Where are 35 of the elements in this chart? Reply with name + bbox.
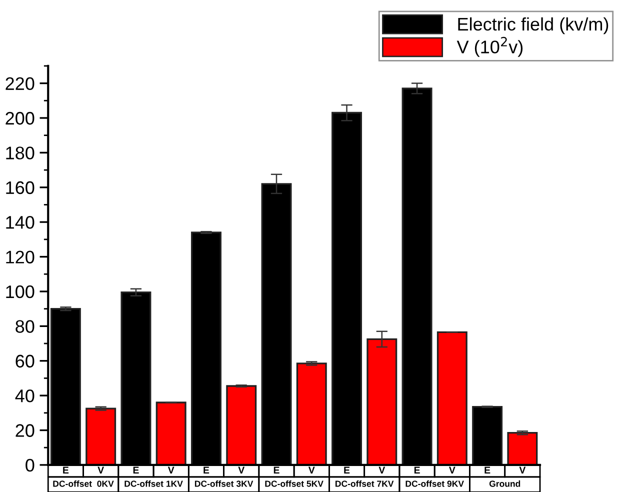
y-tick-label: 20 — [16, 424, 34, 437]
y-tick-label: 80 — [16, 320, 34, 333]
y-tick-label: 140 — [6, 216, 34, 229]
text: V — [378, 466, 386, 474]
x-tick-label: DC-offset 1KV — [124, 480, 183, 487]
x-tick-label: DC-offset 9KV — [406, 480, 464, 487]
text: E — [274, 466, 280, 474]
x-tick-label: Ground — [489, 480, 520, 487]
y-tick-label: 160 — [6, 181, 34, 194]
text: V — [98, 466, 104, 474]
x-tick-label: DC-offset 3KV — [194, 480, 254, 487]
text: E — [63, 466, 69, 474]
y-tick-label: 180 — [6, 146, 34, 160]
y-tick-label: 60 — [16, 354, 34, 368]
text: E — [133, 466, 139, 474]
x-tick-label: DC-offset 5KV — [265, 480, 324, 487]
text: V — [519, 466, 526, 474]
y-tick-label: 40 — [15, 389, 34, 402]
text: E — [484, 466, 490, 474]
text: E — [414, 466, 420, 474]
text: V — [448, 466, 456, 474]
y-tick-label: 220 — [6, 77, 34, 90]
x-tick-label: DC-offset 0KV — [53, 480, 114, 487]
legend-label: Electric field (kv/m) — [458, 17, 608, 34]
text: V — [168, 466, 174, 474]
text: E — [204, 466, 210, 474]
y-tick-label: 0 — [26, 458, 34, 472]
text: V — [238, 466, 245, 474]
y-tick-label: 120 — [6, 250, 34, 264]
y-tick-label: 200 — [6, 112, 34, 125]
text: V — [308, 466, 315, 474]
legend-label: V (10$^{2}$v) — [456, 36, 523, 57]
x-tick-label: DC-offset 7KV — [336, 480, 394, 487]
y-tick-label: 100 — [6, 285, 34, 298]
text: E — [344, 466, 350, 474]
